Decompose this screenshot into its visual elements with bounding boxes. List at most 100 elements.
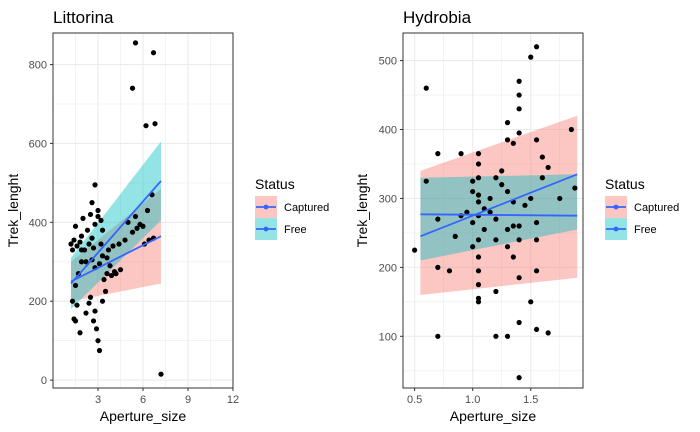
panel-littorina: 3 6 9 12 0 200 400 600 800 Littorina Aperture_size… bbox=[5, 8, 239, 424]
data-point bbox=[129, 85, 136, 91]
data-point bbox=[107, 263, 113, 269]
data-point bbox=[83, 310, 89, 316]
data-point bbox=[475, 151, 482, 157]
data-point bbox=[435, 264, 441, 270]
data-point bbox=[446, 268, 453, 274]
data-point bbox=[144, 207, 151, 214]
data-point bbox=[150, 50, 157, 56]
data-point bbox=[99, 253, 106, 259]
data-point bbox=[522, 202, 528, 208]
fit-line-captured bbox=[420, 213, 578, 217]
plot-area bbox=[403, 33, 583, 388]
x-tick-label: 1.0 bbox=[465, 394, 480, 406]
data-point bbox=[533, 237, 540, 243]
data-point bbox=[90, 318, 97, 324]
data-point bbox=[516, 78, 522, 84]
data-point bbox=[545, 164, 551, 171]
data-point bbox=[435, 216, 441, 222]
chart-title: Littorina bbox=[53, 8, 114, 27]
legend-key-point bbox=[263, 204, 269, 210]
data-point bbox=[87, 294, 94, 300]
fit-line-free bbox=[420, 173, 578, 238]
legend-key-point bbox=[613, 204, 619, 210]
data-point bbox=[72, 318, 79, 324]
data-point bbox=[132, 40, 139, 46]
data-point bbox=[77, 239, 83, 245]
data-point bbox=[510, 223, 516, 229]
legend-key-point bbox=[263, 226, 269, 232]
data-point bbox=[475, 175, 482, 181]
data-point bbox=[117, 267, 124, 273]
data-point bbox=[116, 241, 122, 247]
data-point bbox=[77, 330, 83, 336]
data-point bbox=[99, 227, 106, 233]
data-point bbox=[71, 237, 77, 243]
data-point bbox=[504, 137, 511, 143]
data-point bbox=[516, 130, 522, 136]
data-point bbox=[101, 276, 107, 283]
data-point bbox=[98, 241, 104, 247]
legend-label-free: Free bbox=[634, 224, 657, 236]
data-point bbox=[78, 259, 85, 265]
data-point bbox=[516, 375, 522, 381]
data-point bbox=[132, 213, 139, 220]
fit-line-free bbox=[70, 180, 162, 285]
data-point bbox=[99, 298, 106, 304]
data-point bbox=[137, 221, 143, 227]
fit-line-captured bbox=[70, 235, 162, 283]
data-point bbox=[86, 300, 92, 306]
data-point bbox=[435, 333, 441, 339]
data-point bbox=[102, 288, 109, 294]
x-tick-label: 1.5 bbox=[523, 394, 538, 406]
data-point bbox=[72, 282, 79, 289]
data-point bbox=[86, 241, 92, 247]
data-point bbox=[423, 178, 429, 184]
data-point bbox=[470, 244, 476, 250]
data-point bbox=[95, 207, 101, 214]
data-point bbox=[83, 259, 89, 265]
data-point bbox=[470, 178, 476, 184]
data-point bbox=[412, 247, 418, 253]
y-tick-label: 0 bbox=[41, 375, 47, 387]
data-point bbox=[528, 195, 534, 202]
data-point bbox=[68, 241, 74, 247]
data-point bbox=[89, 235, 95, 241]
y-tick-label: 800 bbox=[29, 60, 47, 72]
data-point bbox=[475, 199, 482, 205]
data-point bbox=[464, 209, 470, 215]
data-point bbox=[92, 221, 98, 227]
legend-label-captured: Captured bbox=[284, 202, 329, 214]
data-point bbox=[487, 209, 493, 215]
data-point bbox=[74, 243, 80, 249]
data-point bbox=[516, 275, 522, 281]
data-point bbox=[458, 151, 464, 157]
data-point bbox=[69, 247, 76, 253]
data-point bbox=[493, 333, 499, 339]
x-tick-label: 9 bbox=[185, 394, 191, 406]
x-axis-label: Aperture_size bbox=[100, 408, 187, 424]
x-tick-label: 12 bbox=[227, 394, 239, 406]
data-point bbox=[105, 247, 112, 253]
data-point bbox=[475, 161, 482, 167]
panel-hydrobia: 0.5 1.0 1.5 100 200 300 400 500 Hydrobia Aperture… bbox=[354, 8, 584, 424]
data-point bbox=[104, 271, 110, 277]
data-point bbox=[122, 237, 128, 243]
legend-label-captured: Captured bbox=[634, 202, 679, 214]
data-point bbox=[452, 233, 458, 239]
y-axis-label: Trek_lenght bbox=[354, 174, 370, 248]
chart-title: Hydrobia bbox=[403, 8, 472, 27]
data-point bbox=[504, 188, 511, 195]
data-point bbox=[533, 44, 540, 50]
data-point bbox=[470, 188, 476, 195]
y-tick-label: 200 bbox=[379, 262, 397, 274]
data-point bbox=[470, 219, 476, 226]
data-point bbox=[533, 326, 540, 333]
data-point bbox=[93, 326, 100, 332]
legend: Status Captured Free bbox=[255, 176, 329, 240]
data-point bbox=[487, 195, 493, 202]
data-point bbox=[539, 175, 545, 181]
data-point bbox=[129, 229, 136, 235]
data-point bbox=[499, 168, 505, 174]
legend-title: Status bbox=[255, 176, 295, 192]
data-point bbox=[528, 299, 534, 305]
